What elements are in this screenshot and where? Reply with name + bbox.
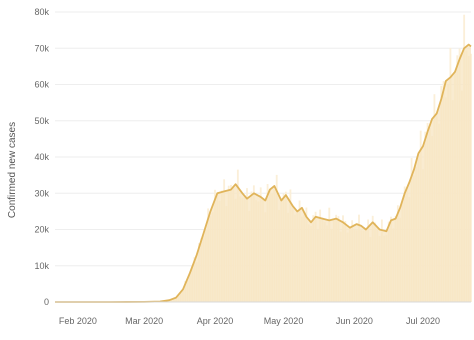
- x-tick-label: Apr 2020: [197, 316, 234, 326]
- y-tick-label: 50k: [34, 116, 49, 126]
- x-tick-label: Feb 2020: [59, 316, 97, 326]
- y-tick-label: 10k: [34, 261, 49, 271]
- y-axis-title: Confirmed new cases: [7, 122, 18, 218]
- y-tick-label: 20k: [34, 225, 49, 235]
- x-tick-label: May 2020: [264, 316, 304, 326]
- y-tick-label: 40k: [34, 152, 49, 162]
- y-tick-label: 80k: [34, 7, 49, 17]
- x-tick-label: Jul 2020: [406, 316, 440, 326]
- y-tick-label: 60k: [34, 80, 49, 90]
- x-axis-ticks: Feb 2020 Mar 2020 Apr 2020 May 2020 Jun 2020…: [59, 316, 440, 326]
- y-axis-ticks: 0 10k 20k 30k 40k 50k 60k 70k 80k: [34, 7, 49, 307]
- y-tick-label: 0: [44, 297, 49, 307]
- gridlines: [55, 11, 471, 267]
- x-tick-label: Jun 2020: [336, 316, 373, 326]
- smoothed-line: [55, 43, 472, 303]
- y-tick-label: 70k: [34, 43, 49, 53]
- area-fill: [55, 44, 471, 302]
- x-tick-label: Mar 2020: [125, 316, 163, 326]
- y-tick-label: 30k: [34, 188, 49, 198]
